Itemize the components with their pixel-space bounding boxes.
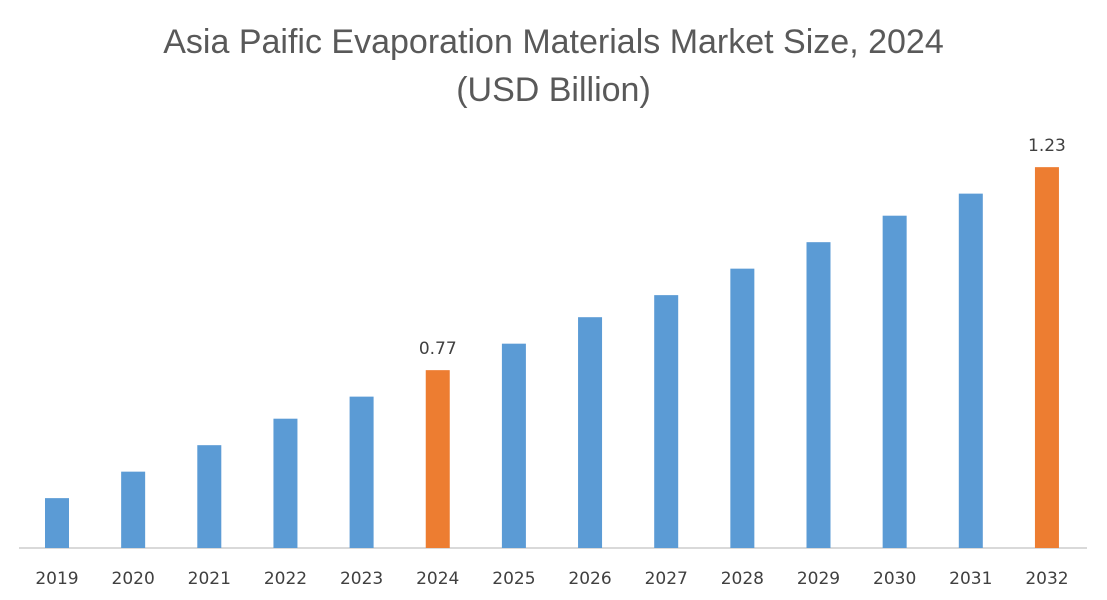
x-tick-label: 2029 <box>797 569 840 589</box>
bar-2032 <box>1034 167 1059 548</box>
bar-2028 <box>730 268 755 548</box>
chart-title: Asia Paific Evaporation Materials Market… <box>163 23 944 61</box>
bar-2027 <box>654 295 679 548</box>
data-label-2032: 1.23 <box>1028 136 1066 156</box>
x-tick-label: 2026 <box>568 569 611 589</box>
bar-2019 <box>45 498 69 548</box>
bar-2026 <box>578 317 603 548</box>
bar-2030 <box>882 215 907 549</box>
x-tick-label: 2020 <box>112 569 155 589</box>
chart-subtitle: (USD Billion) <box>456 71 651 109</box>
bar-2024 <box>425 370 450 548</box>
bar-2022 <box>273 418 298 548</box>
x-tick-label: 2032 <box>1025 569 1068 589</box>
x-tick-label: 2031 <box>949 569 992 589</box>
bar-2025 <box>501 343 526 548</box>
x-tick-label: 2022 <box>264 569 307 589</box>
x-tick-label: 2023 <box>340 569 383 589</box>
x-tick-label: 2027 <box>645 569 688 589</box>
bar-2029 <box>806 242 831 548</box>
bar-2031 <box>958 193 983 548</box>
data-label-2024: 0.77 <box>419 339 457 359</box>
x-tick-label: 2019 <box>35 569 78 589</box>
x-tick-label: 2030 <box>873 569 916 589</box>
x-tick-label: 2028 <box>721 569 764 589</box>
x-tick-label: 2025 <box>492 569 535 589</box>
x-tick-label: 2021 <box>188 569 231 589</box>
bar-2023 <box>349 396 374 548</box>
x-tick-label: 2024 <box>416 569 459 589</box>
bar-2020 <box>121 471 146 548</box>
bar-2021 <box>197 445 222 548</box>
